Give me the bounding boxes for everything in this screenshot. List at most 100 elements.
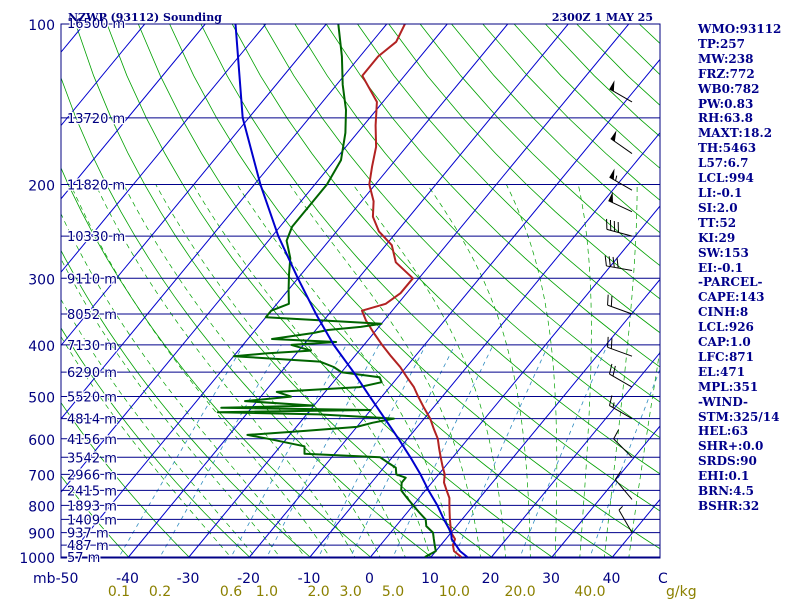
temperature-tick-labels: -50 -40 -30 -20 -10 0 10 20 30 40 [56,571,621,587]
height-label: 7130 m [67,339,117,354]
pressure-tick-labels: 100 200 300 400 500 600 700 800 900 1000 [19,18,55,567]
height-label: 11820 m [67,178,125,193]
stat-item: EHI:0.1 [698,469,750,484]
isotherm-line [128,24,569,558]
stat-item: LFC:871 [698,349,754,364]
stat-item: CAPE:143 [698,290,765,305]
sounding-indices-panel: WMO:93112 TP:257 MW:238 FRZ:772 WB0:782 PW:0.… [698,22,798,514]
dry-adiabats [61,24,660,558]
height-label: 937 m [67,527,109,542]
mixing-ratio-label: 1.0 [256,584,278,600]
moist-adiabat-line [603,184,638,558]
wind-barb-staff [608,200,633,213]
isotherm-line [61,24,448,493]
moist-adiabat-line [577,184,592,558]
temperature-tick-label: -40 [116,571,139,587]
dry-adiabat-line [388,24,660,300]
height-label: 6290 m [67,366,117,381]
dry-adiabat-line [263,24,660,439]
temperature-tick-label: -50 [56,571,79,587]
mixing-ratio-label: 5.0 [382,584,404,600]
pressure-tick-label: 700 [28,468,55,484]
dry-adiabat-line [61,249,312,558]
wind-barb [613,429,633,458]
wind-barb-pennant [610,130,617,142]
stat-item: L57:6.7 [698,156,749,171]
height-label: 1893 m [67,499,117,514]
isotherm-line [61,24,146,127]
isobars [61,23,660,558]
mixing-ratio-line [230,344,347,558]
wind-barb-staff [613,438,633,458]
moist-adiabat-line [95,184,356,558]
dry-adiabat-line [61,475,130,558]
mixing-ratio-label: 0.1 [108,584,130,600]
pressure-tick-label: 300 [28,272,55,288]
wind-barb-halfflag [612,402,615,408]
stat-item: KI:29 [698,230,736,245]
wind-barb-flag [610,296,613,307]
temperature-tick-label: 30 [542,571,560,587]
temperature-tick-label: 0 [365,571,374,587]
stat-item: SHR+:0.0 [698,439,764,454]
temperature-tick-label: -10 [298,571,321,587]
dry-adiabat-line [200,24,660,512]
mixing-ratio-line [519,344,608,558]
isotherm-line [188,24,630,558]
stat-item: LI:-0.1 [698,185,743,200]
height-label: 2415 m [67,484,117,499]
moist-adiabat-line [61,335,232,558]
stat-item: TT:52 [698,215,737,230]
stat-item: CAP:1.0 [698,335,751,350]
wind-barb [609,80,633,103]
height-labels: 16500 m 13720 m 11820 m 10330 m 9110 m 8052 m… [66,16,127,568]
isotherm-line [249,58,660,558]
wind-barb-staff [606,265,633,271]
height-label: 13720 m [67,112,125,127]
mixing-ratio-labels: 0.1 0.2 0.6 1.0 2.0 3.0 5.0 10.0 20.0 40.0 [108,584,606,600]
wind-barb [608,395,633,420]
isotherm-line [551,425,660,558]
pressure-tick-label: 200 [28,178,55,194]
mixing-ratio-line [453,344,549,558]
dry-adiabat-line [61,327,252,558]
profile-series [216,24,468,558]
moist-adiabats [61,184,660,558]
moist-adiabat-line [61,298,257,558]
stat-item: -PARCEL- [698,275,763,290]
stat-item: TP:257 [698,36,746,51]
wind-barb-pennant [608,191,613,203]
wind-barb [618,505,633,533]
stat-item: MPL:351 [698,379,759,394]
temperature-tick-label: 10 [421,571,439,587]
isotherm-line [61,24,388,420]
moist-adiabat-line [192,184,432,558]
moist-adiabat-line [352,184,506,558]
stat-item: RH:63.8 [698,111,753,126]
stat-item: LCL:994 [698,171,754,186]
wind-barb-staff [609,373,633,388]
moist-adiabat-line [155,184,407,558]
wind-barb-flag [608,395,613,406]
pressure-tick-label: 800 [28,499,55,515]
stat-item: -WIND- [698,394,748,409]
wind-barb [607,294,633,315]
dry-adiabat-line [357,24,660,334]
dry-adiabat-line [294,24,660,403]
mixing-ratio-label: 0.6 [220,584,242,600]
height-label: 487 m [67,539,109,554]
moist-adiabat-line [123,184,381,558]
wind-barb [608,363,633,388]
isotherms [61,24,660,558]
moist-adiabat-line [61,258,282,558]
wind-barb [604,255,633,271]
stat-item: MW:238 [698,51,754,66]
mixing-ratio-line [589,368,660,558]
stat-item: MAXT:18.2 [698,126,773,141]
mixing-ratio-label: 3.0 [339,584,361,600]
wind-barb-flag [608,363,613,375]
height-label: 4156 m [67,433,117,448]
stat-item: TH:5463 [698,141,757,156]
height-label: 3542 m [67,451,117,466]
stat-item: BRN:4.5 [698,484,754,499]
